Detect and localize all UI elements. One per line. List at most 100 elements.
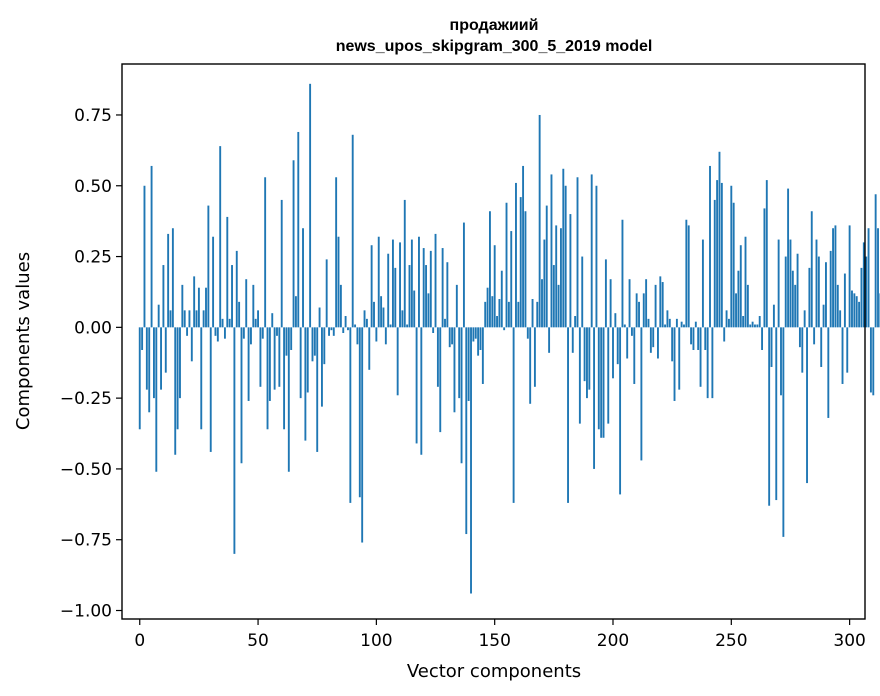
bar [877, 228, 879, 328]
bar [197, 287, 200, 328]
bar [252, 284, 255, 328]
bar [668, 318, 671, 328]
bar [292, 160, 295, 328]
chart-subtitle: news_upos_skipgram_300_5_2019 model [336, 38, 653, 55]
bar [195, 310, 198, 328]
bar [550, 174, 553, 328]
bar [557, 284, 560, 328]
bar [148, 327, 151, 413]
bar [808, 267, 811, 328]
bar [155, 327, 158, 472]
bar [290, 327, 293, 350]
bar [659, 276, 662, 328]
bar [564, 185, 567, 328]
y-tick-label: −0.50 [60, 460, 112, 480]
bar [271, 313, 274, 328]
bar [825, 262, 827, 328]
bar [264, 177, 267, 328]
bar [491, 296, 494, 328]
bar [867, 228, 870, 328]
bar [427, 293, 430, 328]
bar [723, 327, 726, 342]
bar [448, 327, 451, 348]
bar [261, 327, 264, 339]
bar [361, 327, 364, 543]
bar [628, 279, 631, 328]
bar [221, 318, 224, 328]
bar [344, 316, 347, 328]
bar [351, 134, 354, 328]
bar [559, 228, 562, 328]
x-tick-label: 150 [478, 631, 510, 651]
bar [758, 316, 761, 328]
x-tick-label: 250 [715, 631, 747, 651]
bar [699, 327, 702, 387]
bar [446, 262, 449, 328]
bar [382, 307, 385, 328]
x-tick-label: 100 [360, 631, 392, 651]
bar [167, 233, 170, 328]
bar [174, 327, 177, 455]
bar [798, 327, 801, 348]
bar [368, 327, 371, 370]
bar [247, 327, 250, 401]
bar [432, 327, 435, 333]
bar [806, 327, 808, 484]
bar [304, 327, 307, 441]
bar [384, 327, 387, 345]
bar [865, 256, 868, 328]
bar [306, 327, 309, 393]
bar [765, 180, 768, 328]
bar [387, 253, 390, 328]
bar [782, 327, 785, 537]
bar [595, 185, 598, 328]
bar [604, 259, 607, 328]
bar [266, 327, 269, 430]
bar [202, 310, 205, 328]
x-axis-label: Vector components [407, 661, 581, 682]
bar [555, 225, 558, 328]
bar [694, 321, 697, 328]
bar [408, 265, 411, 328]
bar [335, 177, 338, 328]
bar [574, 316, 577, 328]
bar [481, 327, 484, 384]
x-tick-label: 300 [833, 631, 865, 651]
bar [394, 267, 397, 328]
bar [791, 270, 794, 328]
x-tick-label: 50 [247, 631, 269, 651]
bar [462, 222, 465, 328]
bar [846, 327, 849, 373]
bar [458, 327, 461, 399]
bar [801, 327, 804, 373]
bar [832, 228, 834, 328]
bar [451, 327, 454, 345]
bar [141, 327, 144, 350]
bar [586, 327, 588, 399]
bar [538, 114, 541, 328]
bar [578, 327, 581, 424]
bar [190, 327, 193, 362]
bar [309, 83, 312, 328]
bar [380, 296, 383, 328]
bar [640, 327, 643, 461]
x-axis-ticks: 0 50 100 150 200 250 300 [134, 619, 866, 651]
bar [330, 327, 333, 331]
bar [522, 165, 525, 328]
bar [619, 327, 622, 495]
bar [567, 327, 569, 503]
y-tick-label: −1.00 [60, 602, 112, 622]
bar [145, 327, 148, 390]
bar [834, 225, 837, 328]
bar [299, 327, 302, 399]
bar [704, 327, 707, 350]
bar [635, 293, 638, 328]
bar [391, 239, 394, 328]
bar [245, 279, 248, 328]
bar [316, 327, 319, 452]
bar [328, 327, 330, 336]
bar [562, 168, 565, 328]
bar [770, 327, 773, 367]
bar [484, 301, 487, 328]
bar [794, 284, 797, 328]
